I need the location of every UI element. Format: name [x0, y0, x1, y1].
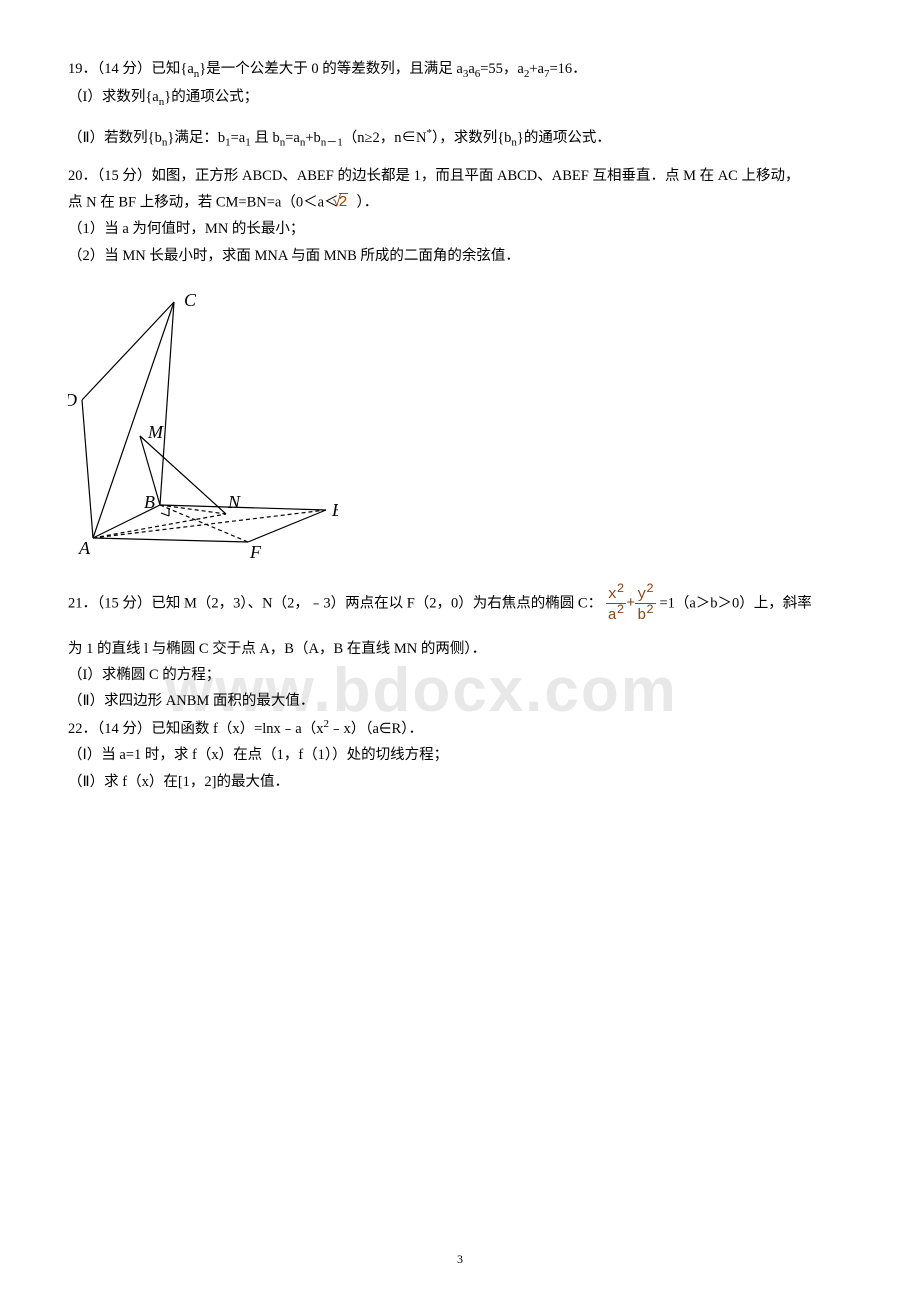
- q19-part1: （I）求数列{an}的通项公式；: [68, 86, 860, 111]
- page-number: 3: [0, 1252, 920, 1267]
- q20-stem-line1: 20．（15 分）如图，正方形 ABCD、ABEF 的边长都是 1，而且平面 A…: [68, 165, 860, 188]
- q21-points: （15 分）: [97, 595, 151, 611]
- q21-stem-line1: 21．（15 分）已知 M（2，3）、N（2，﹣3）两点在以 F（2，0）为右焦…: [68, 583, 860, 625]
- q20-stem-line2: 点 N 在 BF 上移动，若 CM=BN=a（0＜a＜2√）．: [68, 191, 860, 215]
- svg-text:A: A: [78, 538, 91, 558]
- q19-part2: （Ⅱ）若数列{bn}满足：b1=a1 且 bn=an+bn－1（n≥2，n∈N*…: [68, 125, 860, 152]
- svg-text:C: C: [184, 290, 197, 310]
- q21-part1: （I）求椭圆 C 的方程；: [68, 664, 860, 687]
- svg-text:B: B: [144, 492, 155, 512]
- svg-text:F: F: [249, 542, 262, 560]
- q20-figure: C D M B N E A F: [68, 280, 860, 565]
- q19-stem: 19．（14 分）已知{an}是一个公差大于 0 的等差数列，且满足 a3a6=…: [68, 58, 860, 83]
- q21-stem-line2: 为 1 的直线 l 与椭圆 C 交于点 A，B（A，B 在直线 MN 的两侧）．: [68, 638, 860, 661]
- q22-points: （14 分）: [97, 721, 151, 737]
- q22-part2: （Ⅱ）求 f（x）在[1，2]的最大值．: [68, 771, 860, 794]
- q22-part1: （Ⅰ）当 a=1 时，求 f（x）在点（1，f（1））处的切线方程；: [68, 744, 860, 767]
- q20-number: 20．: [68, 168, 97, 184]
- svg-text:D: D: [68, 390, 77, 410]
- svg-text:N: N: [227, 492, 241, 512]
- svg-text:E: E: [331, 500, 338, 520]
- q19-number: 19．: [68, 61, 97, 77]
- q22-number: 22．: [68, 721, 97, 737]
- q20-points: （15 分）: [97, 168, 151, 184]
- q20-part2: （2）当 MN 长最小时，求面 MNA 与面 MNB 所成的二面角的余弦值．: [68, 245, 860, 268]
- page-content: 19．（14 分）已知{an}是一个公差大于 0 的等差数列，且满足 a3a6=…: [68, 58, 860, 794]
- geometry-diagram: C D M B N E A F: [68, 280, 338, 560]
- q21-part2: （Ⅱ）求四边形 ANBM 面积的最大值．: [68, 690, 860, 713]
- svg-text:M: M: [147, 422, 164, 442]
- q20-part1: （1）当 a 为何值时，MN 的长最小；: [68, 218, 860, 241]
- q19-points: （14 分）: [97, 61, 151, 77]
- q22-stem: 22．（14 分）已知函数 f（x）=lnx﹣a（x2﹣x）（a∈R）．: [68, 716, 860, 741]
- q21-number: 21．: [68, 595, 97, 611]
